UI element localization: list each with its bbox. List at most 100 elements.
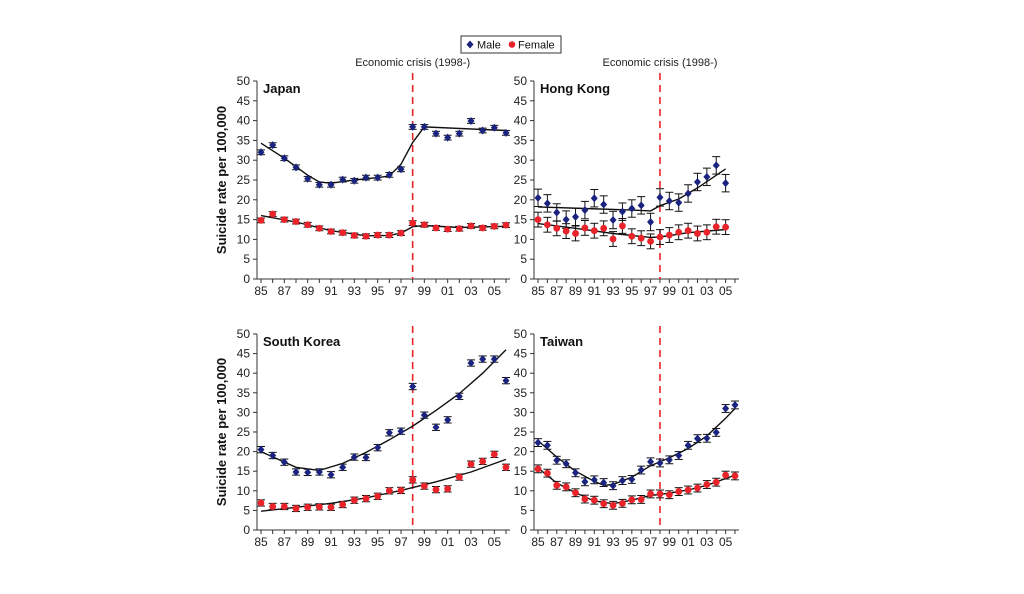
female-marker [590, 227, 598, 235]
female-marker [385, 487, 393, 495]
x-tick-label: 97 [644, 535, 658, 549]
male-marker [534, 438, 542, 447]
y-tick-label: 5 [243, 503, 250, 517]
data-point [362, 173, 370, 182]
data-point [408, 382, 417, 391]
x-tick-label: 03 [464, 535, 478, 549]
y-tick-label: 50 [237, 74, 251, 88]
female-marker [455, 473, 463, 481]
y-tick-label: 30 [514, 153, 528, 167]
x-tick-label: 99 [418, 284, 432, 298]
x-tick-label: 89 [301, 284, 315, 298]
data-point [637, 230, 646, 247]
y-tick-label: 25 [237, 173, 251, 187]
data-point [443, 415, 452, 424]
legend-female-marker [508, 41, 516, 48]
female-marker [374, 492, 382, 500]
data-point [655, 458, 664, 468]
data-point [693, 225, 702, 242]
male-marker [467, 359, 475, 368]
female-marker [269, 503, 277, 510]
male-marker [432, 423, 440, 432]
female-marker [619, 499, 626, 507]
data-point [350, 176, 359, 185]
male-marker [490, 355, 498, 364]
female-marker [467, 460, 475, 468]
male-marker [609, 215, 617, 224]
data-point [609, 500, 618, 510]
male-marker [339, 463, 347, 472]
data-point [327, 503, 335, 511]
data-point [373, 443, 382, 452]
trend-line [260, 349, 507, 472]
data-point [280, 458, 289, 467]
y-tick-label: 20 [237, 193, 251, 207]
male-marker [397, 427, 405, 436]
female-marker [479, 458, 487, 465]
x-tick-label: 03 [700, 535, 714, 549]
data-point [580, 220, 589, 236]
male-marker [553, 456, 561, 465]
male-marker [572, 468, 580, 477]
data-point [721, 404, 730, 413]
legend-male-label: Male [477, 40, 501, 52]
male-marker [647, 217, 655, 226]
y-tick-label: 30 [514, 405, 528, 419]
crisis-annotation: Economic crisis (1998-) [602, 57, 717, 69]
male-marker [420, 411, 428, 420]
male-marker [350, 453, 358, 462]
male-marker [350, 176, 358, 185]
data-point [665, 227, 674, 243]
data-point [373, 492, 382, 500]
data-point [590, 222, 599, 239]
data-point [408, 122, 417, 131]
male-marker [703, 172, 711, 181]
male-marker [479, 355, 487, 364]
y-tick-label: 45 [237, 94, 251, 108]
y-tick-label: 0 [520, 272, 527, 286]
data-point [385, 231, 394, 239]
y-tick-label: 15 [514, 464, 528, 478]
panel-title: Japan [263, 81, 301, 96]
male-marker [722, 404, 730, 413]
female-marker [315, 224, 323, 232]
data-point [590, 495, 599, 505]
male-marker [374, 443, 382, 452]
data-point [721, 470, 730, 480]
y-axis-label: Suicide rate per 100,000 [214, 106, 229, 254]
y-tick-label: 5 [520, 503, 527, 517]
female-marker [257, 499, 265, 507]
data-point [490, 355, 499, 364]
data-point [712, 477, 721, 487]
female-marker [444, 485, 452, 493]
data-point [665, 490, 674, 500]
x-tick-label: 01 [441, 284, 455, 298]
data-point [385, 170, 394, 179]
y-tick-label: 25 [514, 173, 528, 187]
male-marker [280, 154, 288, 163]
male-marker [722, 179, 730, 188]
data-point [303, 221, 312, 229]
data-point [637, 495, 646, 504]
female-marker [572, 489, 579, 497]
male-marker [553, 208, 561, 217]
data-point [627, 228, 636, 245]
female-marker [534, 216, 542, 224]
crisis-annotation: Economic crisis (1998-) [355, 57, 470, 69]
x-tick-label: 85 [531, 284, 545, 298]
male-marker [684, 189, 692, 198]
female-marker [581, 495, 589, 503]
female-marker [304, 503, 312, 511]
data-point [534, 438, 542, 448]
data-point [702, 433, 711, 443]
data-point [599, 220, 608, 237]
male-marker [665, 455, 673, 464]
female-marker [409, 219, 417, 227]
data-point [618, 476, 627, 486]
male-marker [257, 148, 265, 157]
data-point [280, 502, 289, 511]
male-marker [637, 201, 645, 210]
